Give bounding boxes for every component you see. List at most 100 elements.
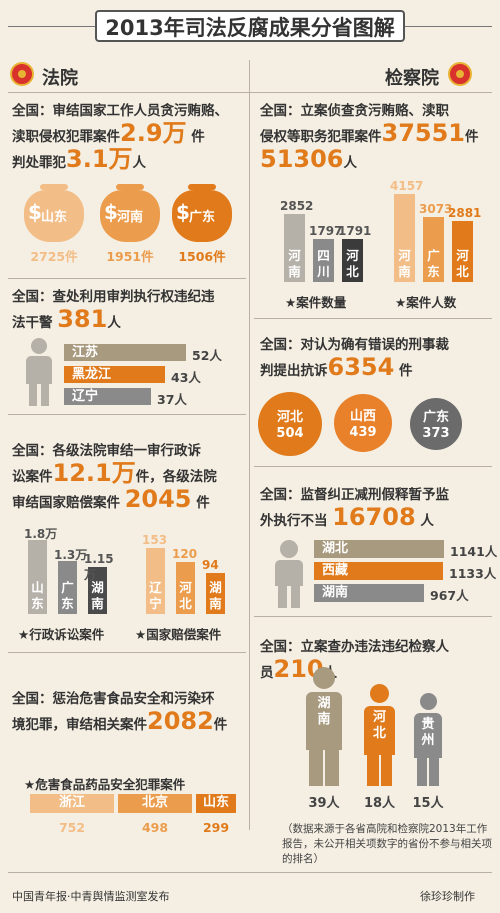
person-leg-icon [429,758,439,786]
dollar-icon: $ [104,200,118,224]
court-s1-text: 全国：审结国家工作人员贪污贿赂、 渎职侵权犯罪案件2.9万 件 判处罪犯3.1万… [12,103,228,173]
province-circle-label: 广东 [422,410,449,425]
person-value: 18人 [363,796,396,811]
money-bag-count: 2725件 [30,249,78,264]
person-label: 贵 州 [421,717,435,748]
vbar [176,562,195,614]
money-bag-tie [40,184,68,190]
vbar-label: 河 北 [179,580,192,611]
footer-author: 徐珍珍制作 [420,890,475,903]
vbar [284,214,305,282]
vbar [394,194,415,282]
food-caption: ★危害食品药品安全犯罪案件 [24,777,186,792]
vbar [313,239,334,282]
food-bar: 北京 [118,794,192,813]
money-bag-label: 河南 [116,210,143,225]
person-leg-icon [380,755,392,786]
vbar-value: 1.3万 [54,548,88,562]
vbar [206,573,225,614]
vbar-label: 河 南 [398,248,411,279]
food-bar-value: 299 [202,820,230,835]
person-value: 39人 [308,796,340,811]
vbar-value: 1.8万 [24,527,58,541]
court-header: 法院 [42,68,78,89]
vbar-label: 辽 宁 [149,580,162,611]
vbar-label: 河 北 [346,248,359,279]
province-circle [334,394,392,452]
vbar-value: 4157 [390,179,424,193]
food-bar: 山东 [196,794,236,813]
data-source-note: （数据来源于各省高院和检察院2013年工作报告，未公开相关项数字的省份不参与相关… [282,823,492,865]
court-s4-text: 全国：惩治危害食品安全和污染环 境犯罪，审结相关案件2082件 [12,691,228,735]
dollar-icon: $ [176,200,190,224]
vbar [342,239,363,282]
proc-s3-text: 全国：监督纠正减刑假释暂予监 外执行不当 16708 人 [260,487,449,531]
money-bag-icon [172,190,232,242]
person-body-icon [414,713,442,758]
vbar-label: 山 东 [31,580,44,611]
vbar-value: 1.15万 [84,552,114,582]
province-circle-value: 373 [422,426,450,441]
proc-s2-text: 全国：对认为确有错误的刑事裁 判提出抗诉6354 件 [260,337,449,381]
vbar-label: 广 东 [61,580,74,611]
procuratorate-emblem-icon [448,62,472,86]
vbar-label: 广 东 [427,248,440,279]
hbar-value: 967人 [430,588,469,603]
person-leg-icon [325,750,339,786]
hbar: 湖南 [314,584,424,602]
vbar [452,221,473,282]
money-bag-count: 1506件 [178,249,226,264]
hbar-value: 1141人 [450,544,498,559]
vbar-value: 3073 [419,202,453,216]
proc-s4-text: 全国：立案查办违法违纪检察人 员210人 [260,639,449,683]
vbar-value: 153 [142,533,168,547]
vbar [423,217,444,282]
vbar [28,540,47,614]
vbar [88,567,107,614]
compensation-caption: ★国家赔偿案件 [135,627,222,642]
hbar: 江苏 [64,344,186,361]
money-bag-icon [24,190,84,242]
vbar [58,561,77,614]
hbar: 辽宁 [64,388,151,405]
admin-caption: ★行政诉讼案件 [18,627,105,642]
province-circle-label: 河北 [276,410,303,425]
vbar-label: 河 北 [456,248,469,279]
province-circle [258,392,322,456]
province-circle-value: 504 [276,426,304,441]
hbar: 黑龙江 [64,366,165,383]
person-body-icon [364,706,395,755]
person-value: 15人 [412,796,444,811]
hbar: 湖北 [314,540,444,558]
cases-caption: ★案件数量 [285,295,347,310]
hbar-value: 43人 [171,370,201,385]
vbar-label: 湖 南 [91,580,104,611]
hbar-value: 37人 [157,392,187,407]
money-bag-label: 山东 [40,210,67,225]
food-bar: 浙江 [30,794,114,813]
proc-s1-text: 全国：立案侦查贪污贿赂、渎职 侵权等职务犯罪案件37551件 51306人 [260,103,479,173]
person-label: 湖 南 [317,696,331,727]
vbar-value: 2881 [448,206,482,220]
dollar-icon: $ [28,200,42,224]
footer-publisher: 中国青年报·中青舆情监测室发布 [12,890,170,903]
vbar-value: 2852 [280,199,314,213]
food-bar-value: 752 [58,820,86,835]
money-bag-tie [188,184,216,190]
court-emblem-icon [10,62,34,86]
hbar: 西藏 [314,562,443,580]
person-leg-icon [367,755,379,786]
person-head-icon [370,684,389,703]
person-head-icon [419,693,437,710]
vbar-value: 1791 [338,224,372,238]
court-s3-text: 全国：各级法院审结一审行政诉 讼案件12.1万件，各级法院 审结国家赔偿案件 2… [12,443,217,513]
vbar-value: 1797 [309,224,343,238]
page-title: 2013年司法反腐成果分省图解 [95,10,405,42]
vbar-value: 120 [172,547,198,561]
vbar-label: 河 南 [288,248,301,279]
food-bar-value: 498 [141,820,169,835]
people-caption: ★案件人数 [395,295,457,310]
money-bag-tie [116,184,144,190]
province-circle-label: 山西 [349,409,376,424]
vbar-label: 湖 南 [209,580,222,611]
